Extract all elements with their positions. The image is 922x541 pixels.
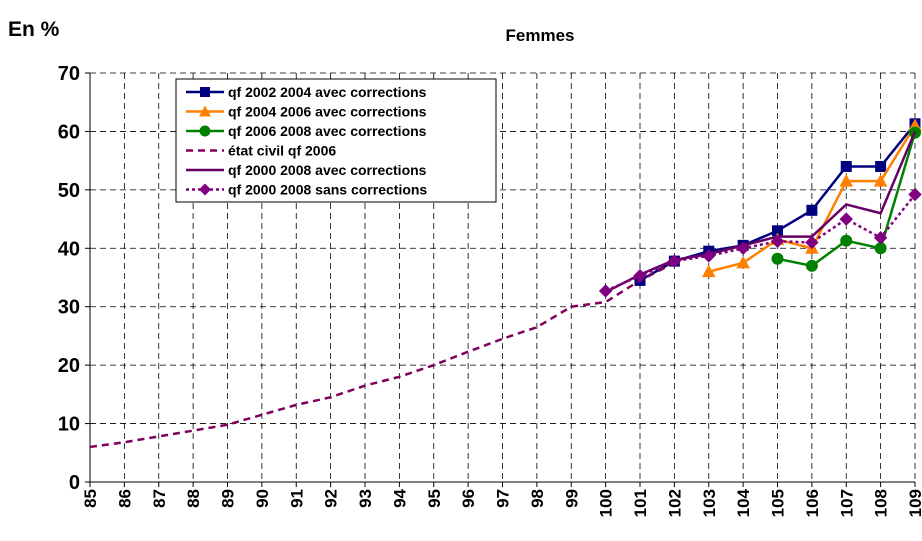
marker: [736, 241, 750, 255]
marker: [667, 254, 682, 268]
x-tick-label: 89: [219, 489, 238, 508]
legend-label: qf 2000 2008 sans corrections: [228, 182, 427, 198]
marker: [805, 259, 818, 272]
legend-marker: [200, 87, 210, 97]
marker: [806, 204, 818, 216]
legend-label: état civil qf 2006: [228, 143, 336, 159]
legend-marker-shape: [200, 87, 210, 97]
series-line: [89, 261, 675, 449]
y-tick-label: 30: [58, 297, 80, 319]
y-tick-label: 20: [58, 355, 80, 377]
x-tick-label: 102: [665, 489, 684, 517]
marker: [908, 187, 922, 202]
legend-marker-shape: [199, 105, 211, 117]
x-tick-label: 97: [494, 489, 513, 508]
y-axis-label: En %: [8, 18, 60, 41]
y-tick-label: 70: [58, 63, 80, 85]
marker: [701, 264, 716, 278]
marker: [805, 235, 819, 250]
marker: [770, 234, 785, 248]
series-line: [605, 193, 916, 293]
y-tick-label: 0: [69, 472, 80, 494]
y-tick-label: 40: [58, 238, 80, 260]
x-tick-label: 100: [597, 489, 616, 517]
marker: [771, 252, 784, 265]
legend-label: qf 2002 2004 avec corrections: [228, 84, 427, 100]
legend-marker: [199, 183, 211, 196]
x-tick-label: 88: [184, 489, 203, 508]
x-tick-label: 99: [562, 489, 581, 508]
legend-label: qf 2000 2008 avec corrections: [228, 162, 427, 178]
marker: [736, 255, 750, 269]
legend-marker: [199, 105, 211, 117]
legend-marker-shape: [199, 183, 211, 196]
legend-marker-shape: [199, 125, 211, 137]
x-tick-label: 108: [872, 489, 891, 517]
y-tick-label: 10: [58, 414, 80, 436]
legend-box: [175, 78, 497, 203]
x-tick-label: 94: [390, 488, 409, 507]
x-tick-label: 109: [906, 489, 922, 517]
x-tick-label: 104: [734, 488, 753, 517]
marker: [840, 160, 852, 172]
y-tick-label: 50: [58, 180, 80, 202]
chart-title: Femmes: [506, 26, 575, 45]
legend-label: qf 2006 2008 avec corrections: [228, 123, 427, 139]
x-tick-label: 106: [803, 489, 822, 517]
marker: [598, 284, 613, 298]
x-tick-label: 93: [356, 489, 375, 508]
marker: [633, 269, 647, 283]
x-tick-label: 87: [150, 489, 169, 508]
x-tick-label: 90: [253, 489, 272, 508]
marker: [702, 249, 716, 263]
y-tick-label: 60: [58, 121, 80, 143]
x-tick-label: 86: [115, 489, 134, 508]
x-tick-label: 91: [287, 489, 306, 508]
x-tick-label: 107: [837, 489, 856, 517]
x-tick-label: 101: [631, 489, 650, 517]
marker: [873, 231, 888, 245]
x-tick-label: 103: [700, 489, 719, 517]
marker: [840, 234, 853, 247]
marker: [839, 212, 853, 226]
x-tick-label: 96: [459, 489, 478, 508]
x-tick-label: 98: [528, 489, 547, 508]
marker: [839, 174, 854, 187]
x-tick-label: 92: [322, 489, 341, 508]
legend-label: qf 2004 2006 avec corrections: [228, 104, 427, 120]
x-tick-label: 105: [769, 489, 788, 517]
marker: [873, 174, 888, 187]
legend-marker: [199, 125, 211, 137]
x-tick-label: 95: [425, 489, 444, 508]
marker: [875, 160, 887, 172]
x-tick-label: 85: [81, 489, 100, 508]
